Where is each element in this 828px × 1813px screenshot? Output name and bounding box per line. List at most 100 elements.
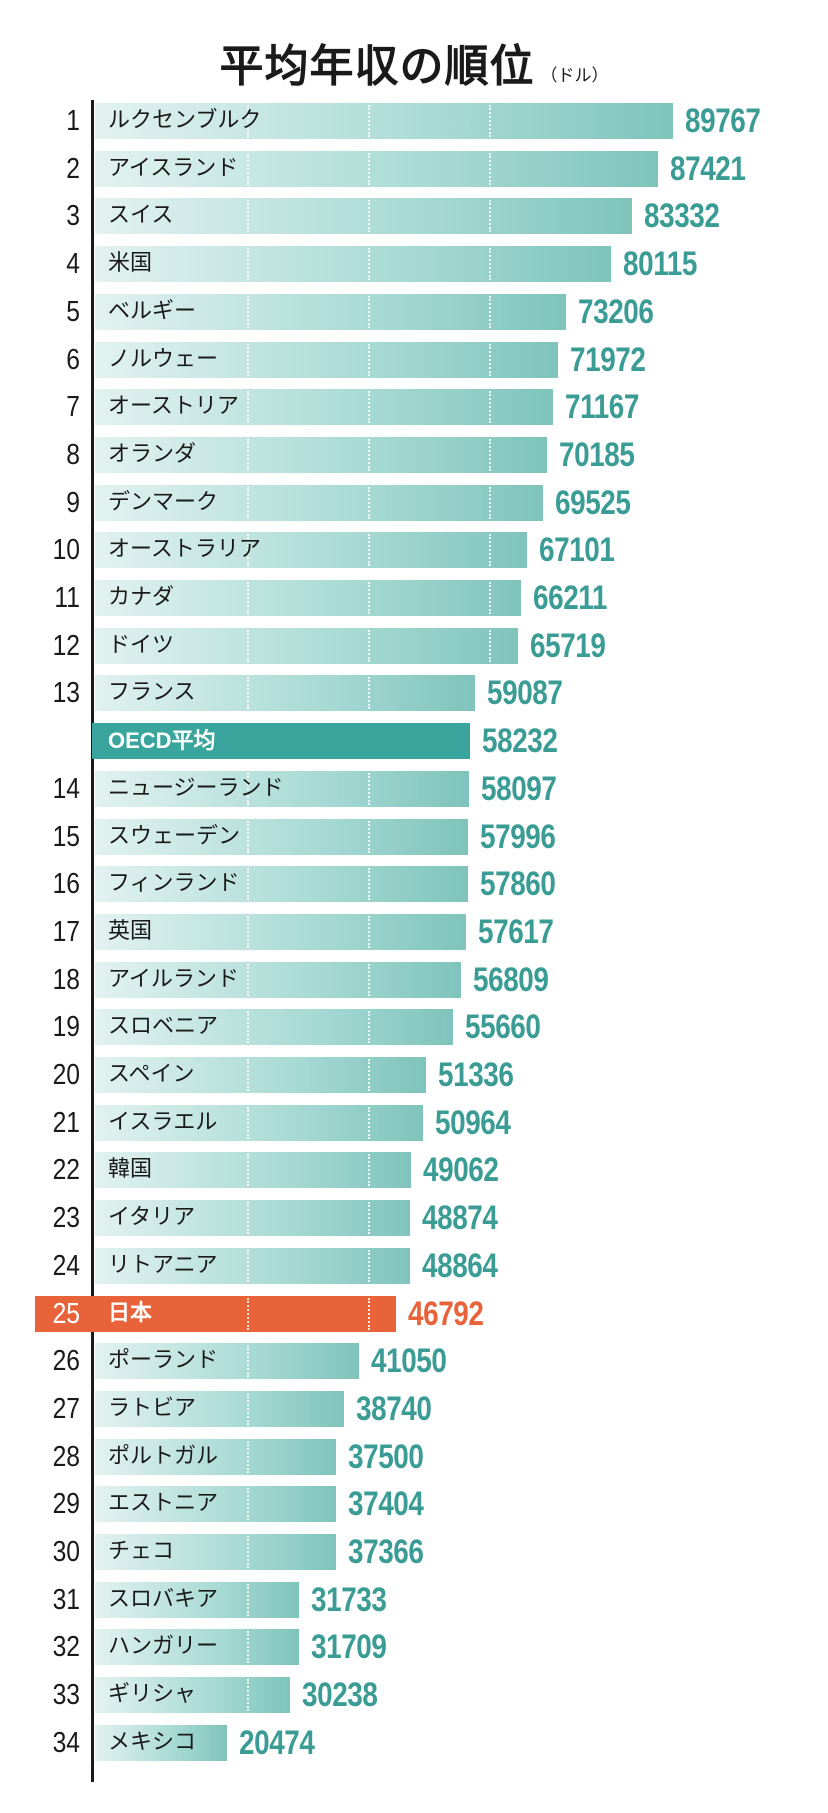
gridline-dot xyxy=(247,1440,249,1473)
rank-label: 27 xyxy=(52,1392,80,1425)
y-axis-line xyxy=(91,100,94,1782)
bar-row: 23 イタリア 48874 xyxy=(0,1199,828,1237)
gridline-dot xyxy=(247,152,249,185)
bar-row: 7 オーストリア 71167 xyxy=(0,388,828,426)
gridline-dot xyxy=(368,582,370,614)
gridline-dot xyxy=(489,582,491,614)
gridline-dot xyxy=(368,1011,370,1044)
country-label: デンマーク xyxy=(108,489,219,515)
bar xyxy=(95,1009,454,1046)
value-label: 31709 xyxy=(311,1628,387,1667)
bar-row: 28 ポルトガル 37500 xyxy=(0,1438,828,1476)
value-label: 69525 xyxy=(554,483,631,522)
rank-label: 21 xyxy=(52,1106,80,1139)
gridline-dot xyxy=(368,963,370,996)
gridline-dot xyxy=(368,1154,370,1187)
bar-row: 13 フランス 59087 xyxy=(0,674,828,713)
value-label: 50964 xyxy=(435,1103,511,1142)
gridline-dot xyxy=(247,963,249,996)
rank-label: 33 xyxy=(52,1679,80,1712)
gridline-dot xyxy=(368,677,370,710)
value-label: 55660 xyxy=(465,1008,541,1047)
gridline-dot xyxy=(247,1392,249,1425)
chart-title: 平均年収の順位 （ドル） xyxy=(0,30,828,94)
bar-row: 18 アイルランド 56809 xyxy=(0,961,828,999)
rank-label: 32 xyxy=(52,1631,80,1664)
bar-row: 22 韓国 49062 xyxy=(0,1151,828,1189)
bar-row: 8 オランダ 70185 xyxy=(0,435,828,474)
bar xyxy=(95,1677,290,1714)
bar xyxy=(95,1629,300,1666)
bar xyxy=(95,293,567,330)
rank-label: 7 xyxy=(66,391,80,424)
gridline-dot xyxy=(247,486,249,519)
rank-label: 30 xyxy=(52,1536,80,1568)
value-label: 37404 xyxy=(347,1485,424,1524)
country-label: アイスランド xyxy=(108,155,239,181)
bar xyxy=(95,1438,337,1475)
bar-row: 27 ラトビア 38740 xyxy=(0,1390,828,1428)
rank-label: 19 xyxy=(52,1011,80,1044)
value-label: 37366 xyxy=(347,1533,424,1571)
country-label: ポルトガル xyxy=(108,1443,219,1469)
gridline-dot xyxy=(368,868,370,901)
bar xyxy=(95,770,470,807)
country-label: スイス xyxy=(108,203,174,229)
value-label: 80115 xyxy=(622,245,697,284)
value-label: 57996 xyxy=(480,817,556,856)
country-label: オーストリア xyxy=(108,394,239,420)
value-label: 58097 xyxy=(481,769,557,808)
gridline-dot xyxy=(247,1679,249,1712)
gridline-dot xyxy=(368,486,370,519)
average-bar xyxy=(92,723,470,760)
country-label: フランス xyxy=(108,680,196,706)
bar xyxy=(95,1057,426,1093)
value-label: 71972 xyxy=(570,340,646,379)
country-label: スロベニア xyxy=(108,1014,219,1040)
gridline-dot xyxy=(368,629,370,662)
gridline-dot xyxy=(247,868,249,901)
bar-row: 3 スイス 83332 xyxy=(0,197,828,235)
country-label: アイルランド xyxy=(108,966,239,992)
bar xyxy=(95,1152,411,1189)
bar xyxy=(95,484,543,521)
country-label: ルクセンブルク xyxy=(108,108,262,133)
gridline-dot xyxy=(247,1345,249,1378)
rank-label: 29 xyxy=(52,1488,80,1521)
country-label: ギリシャ xyxy=(108,1682,197,1708)
country-label: チェコ xyxy=(108,1539,175,1564)
country-label: ポーランド xyxy=(108,1348,219,1374)
gridline-dot xyxy=(247,1154,249,1187)
value-label: 59087 xyxy=(487,674,563,713)
gridline-dot xyxy=(368,1106,370,1139)
country-label: スロバキア xyxy=(108,1586,219,1612)
gridline-dot xyxy=(247,1011,249,1044)
rank-label: 16 xyxy=(52,868,80,901)
gridline-dot xyxy=(247,1631,249,1664)
rank-label: 25 xyxy=(52,1297,80,1330)
bar-row: 2 アイスランド 87421 xyxy=(0,150,828,188)
value-label: 51336 xyxy=(437,1056,514,1094)
gridline-dot xyxy=(247,1583,249,1616)
bar-row: 15 スウェーデン 57996 xyxy=(0,817,828,856)
bar xyxy=(95,103,673,139)
gridline-dot xyxy=(489,295,491,328)
country-label: 英国 xyxy=(108,918,153,944)
rank-label: 28 xyxy=(52,1440,80,1473)
country-label: メキシコ xyxy=(108,1729,197,1755)
value-label: 41050 xyxy=(371,1342,447,1381)
value-label: 67101 xyxy=(539,531,615,570)
country-label: ハンガリー xyxy=(108,1634,219,1660)
gridline-dot xyxy=(247,105,249,137)
bar xyxy=(95,1295,397,1332)
value-label: 70185 xyxy=(558,435,635,474)
bar-row: 33 ギリシャ 30238 xyxy=(0,1676,828,1714)
rank-label: 13 xyxy=(52,677,80,710)
country-label: 日本 xyxy=(108,1300,153,1326)
country-label: カナダ xyxy=(108,585,175,610)
rank-label: 5 xyxy=(66,295,80,328)
gridline-dot xyxy=(489,152,491,185)
bar-row: 16 フィンランド 57860 xyxy=(0,865,828,903)
gridline-dot xyxy=(247,1059,249,1091)
